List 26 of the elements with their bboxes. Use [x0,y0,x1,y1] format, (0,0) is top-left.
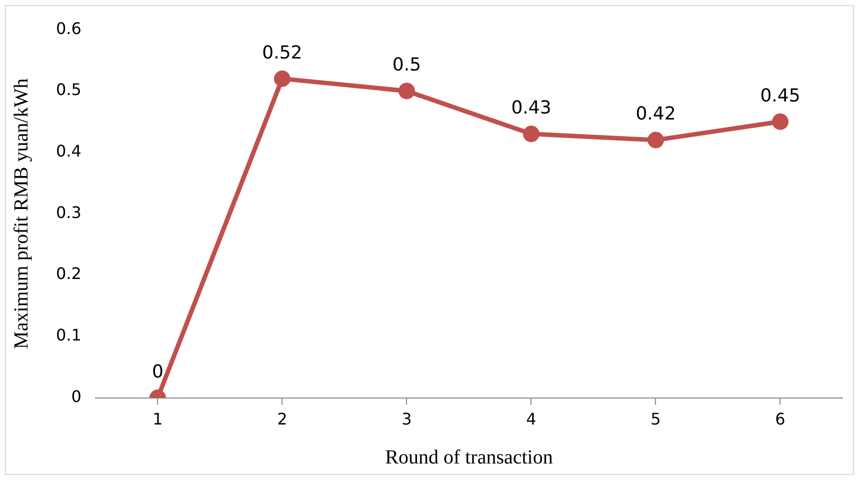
x-tick-label: 2 [277,410,288,429]
point [772,113,788,130]
y-tick-label: 0.2 [56,264,82,284]
data-label: 0.43 [511,98,552,119]
y-tick-label: 0.5 [56,80,82,100]
data-label: 0.42 [636,104,676,125]
point [647,132,664,148]
point [398,82,415,100]
x-tick-label: 4 [526,410,536,429]
data-label: 0.45 [760,85,800,106]
data-label: 0.52 [262,42,302,64]
y-tick-label: 0.4 [56,141,82,160]
point [274,70,290,87]
y-axis-title: Maximum profit RMB yuan/kWh [10,78,32,349]
data-label: 0.5 [392,54,422,76]
y-tick-label: 0.1 [56,326,82,345]
x-tick-label: 6 [775,410,786,429]
point [522,126,540,142]
x-tick-label: 3 [402,410,412,429]
x-axis-title: Round of transaction [385,446,553,468]
x-tick-label: 5 [650,410,661,429]
y-tick-label: 0.6 [56,18,82,38]
x-tick-label: 1 [152,410,163,429]
y-tick-label: 0 [71,386,82,406]
y-tick-label: 0.3 [56,202,82,222]
data-label: 0 [152,361,164,382]
